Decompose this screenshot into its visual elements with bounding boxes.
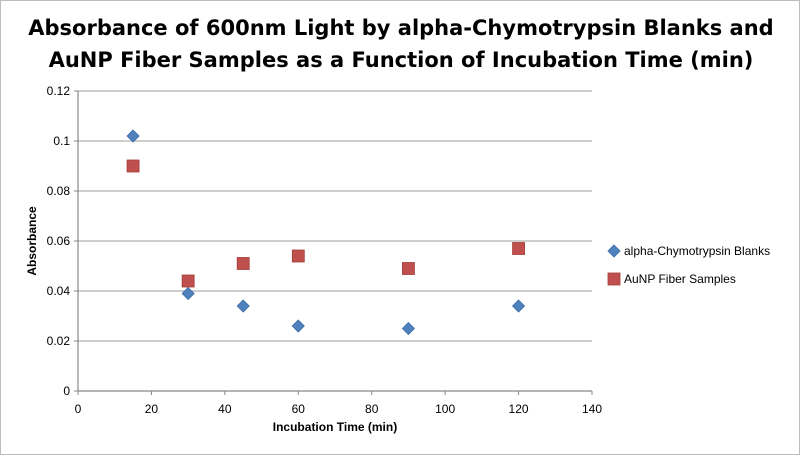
x-tick-label: 60 xyxy=(292,402,306,416)
x-tick-label: 0 xyxy=(75,402,82,416)
x-axis-label: Incubation Time (min) xyxy=(273,420,397,434)
y-tick-label: 0.1 xyxy=(53,134,70,148)
x-tick-label: 120 xyxy=(509,402,529,416)
x-tick-label: 40 xyxy=(218,402,232,416)
y-tick-label: 0 xyxy=(63,384,70,398)
data-point-blanks xyxy=(401,321,415,336)
legend-label: AuNP Fiber Samples xyxy=(624,272,736,286)
y-tick-label: 0.02 xyxy=(47,334,71,348)
legend-label: alpha-Chymotrypsin Blanks xyxy=(624,244,770,258)
data-point-aunp xyxy=(181,274,195,288)
data-point-aunp xyxy=(512,242,525,255)
data-point-aunp xyxy=(126,159,140,173)
data-point-blanks xyxy=(291,319,305,333)
data-point-aunp xyxy=(291,249,305,263)
data-point-blanks xyxy=(126,129,140,143)
x-tick-label: 100 xyxy=(435,402,455,416)
legend-marker xyxy=(607,244,621,258)
data-point-aunp xyxy=(402,262,415,275)
chart-title-line-1: Absorbance of 600nm Light by alpha-Chymo… xyxy=(28,16,773,40)
chart-title-line-2: AuNP Fiber Samples as a Function of Incu… xyxy=(49,48,754,72)
x-tick-label: 20 xyxy=(145,402,159,416)
y-axis-label: Absorbance xyxy=(25,206,39,276)
legend-marker xyxy=(607,272,621,286)
y-tick-label: 0.04 xyxy=(47,284,71,298)
x-tick-label: 140 xyxy=(582,402,602,416)
data-point-blanks xyxy=(181,286,195,301)
data-point-aunp xyxy=(236,257,250,270)
y-tick-label: 0.12 xyxy=(47,84,71,98)
data-point-blanks xyxy=(512,299,526,313)
legend: alpha-Chymotrypsin Blanks AuNP Fiber Samp… xyxy=(607,244,770,286)
y-tick-label: 0.08 xyxy=(47,184,71,198)
x-tick-label: 80 xyxy=(365,402,379,416)
data-point-blanks xyxy=(236,299,250,313)
y-tick-label: 0.06 xyxy=(47,234,71,248)
